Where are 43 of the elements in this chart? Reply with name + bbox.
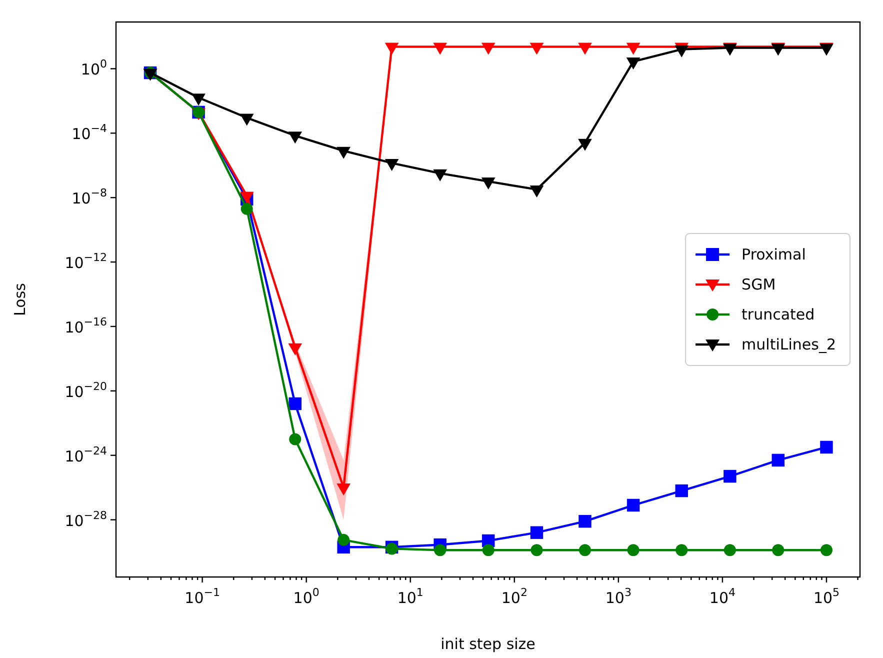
legend-label: multiLines_2 xyxy=(742,335,836,354)
point xyxy=(626,58,640,70)
y-axis-title: Loss xyxy=(10,282,29,316)
point xyxy=(578,42,592,55)
point xyxy=(384,42,399,55)
point xyxy=(530,544,543,556)
legend-label: Proximal xyxy=(742,245,806,264)
point xyxy=(578,514,592,528)
point xyxy=(530,42,544,55)
point xyxy=(384,159,399,172)
point xyxy=(288,397,302,410)
point xyxy=(434,544,446,556)
point xyxy=(724,544,736,556)
x-axis-title: init step size xyxy=(440,634,536,653)
point xyxy=(772,544,784,556)
point xyxy=(675,484,688,498)
point xyxy=(481,42,496,55)
point xyxy=(336,146,351,159)
point xyxy=(772,454,784,467)
point xyxy=(482,544,494,556)
point xyxy=(338,534,350,546)
point xyxy=(240,114,254,126)
legend-label: truncated xyxy=(742,305,815,324)
point xyxy=(674,45,689,58)
point xyxy=(433,169,448,182)
point xyxy=(530,526,544,539)
point xyxy=(627,544,640,556)
point xyxy=(820,544,832,556)
point xyxy=(240,202,253,215)
point xyxy=(578,544,591,556)
point xyxy=(289,433,302,446)
point xyxy=(676,544,688,556)
point xyxy=(626,42,640,55)
point xyxy=(530,185,544,198)
point xyxy=(578,138,592,151)
point xyxy=(724,470,736,483)
point xyxy=(433,42,448,55)
point xyxy=(481,177,496,190)
legend-label: SGM xyxy=(742,275,776,294)
point xyxy=(288,132,302,144)
point xyxy=(820,440,833,454)
point xyxy=(192,94,206,106)
point xyxy=(626,498,640,512)
